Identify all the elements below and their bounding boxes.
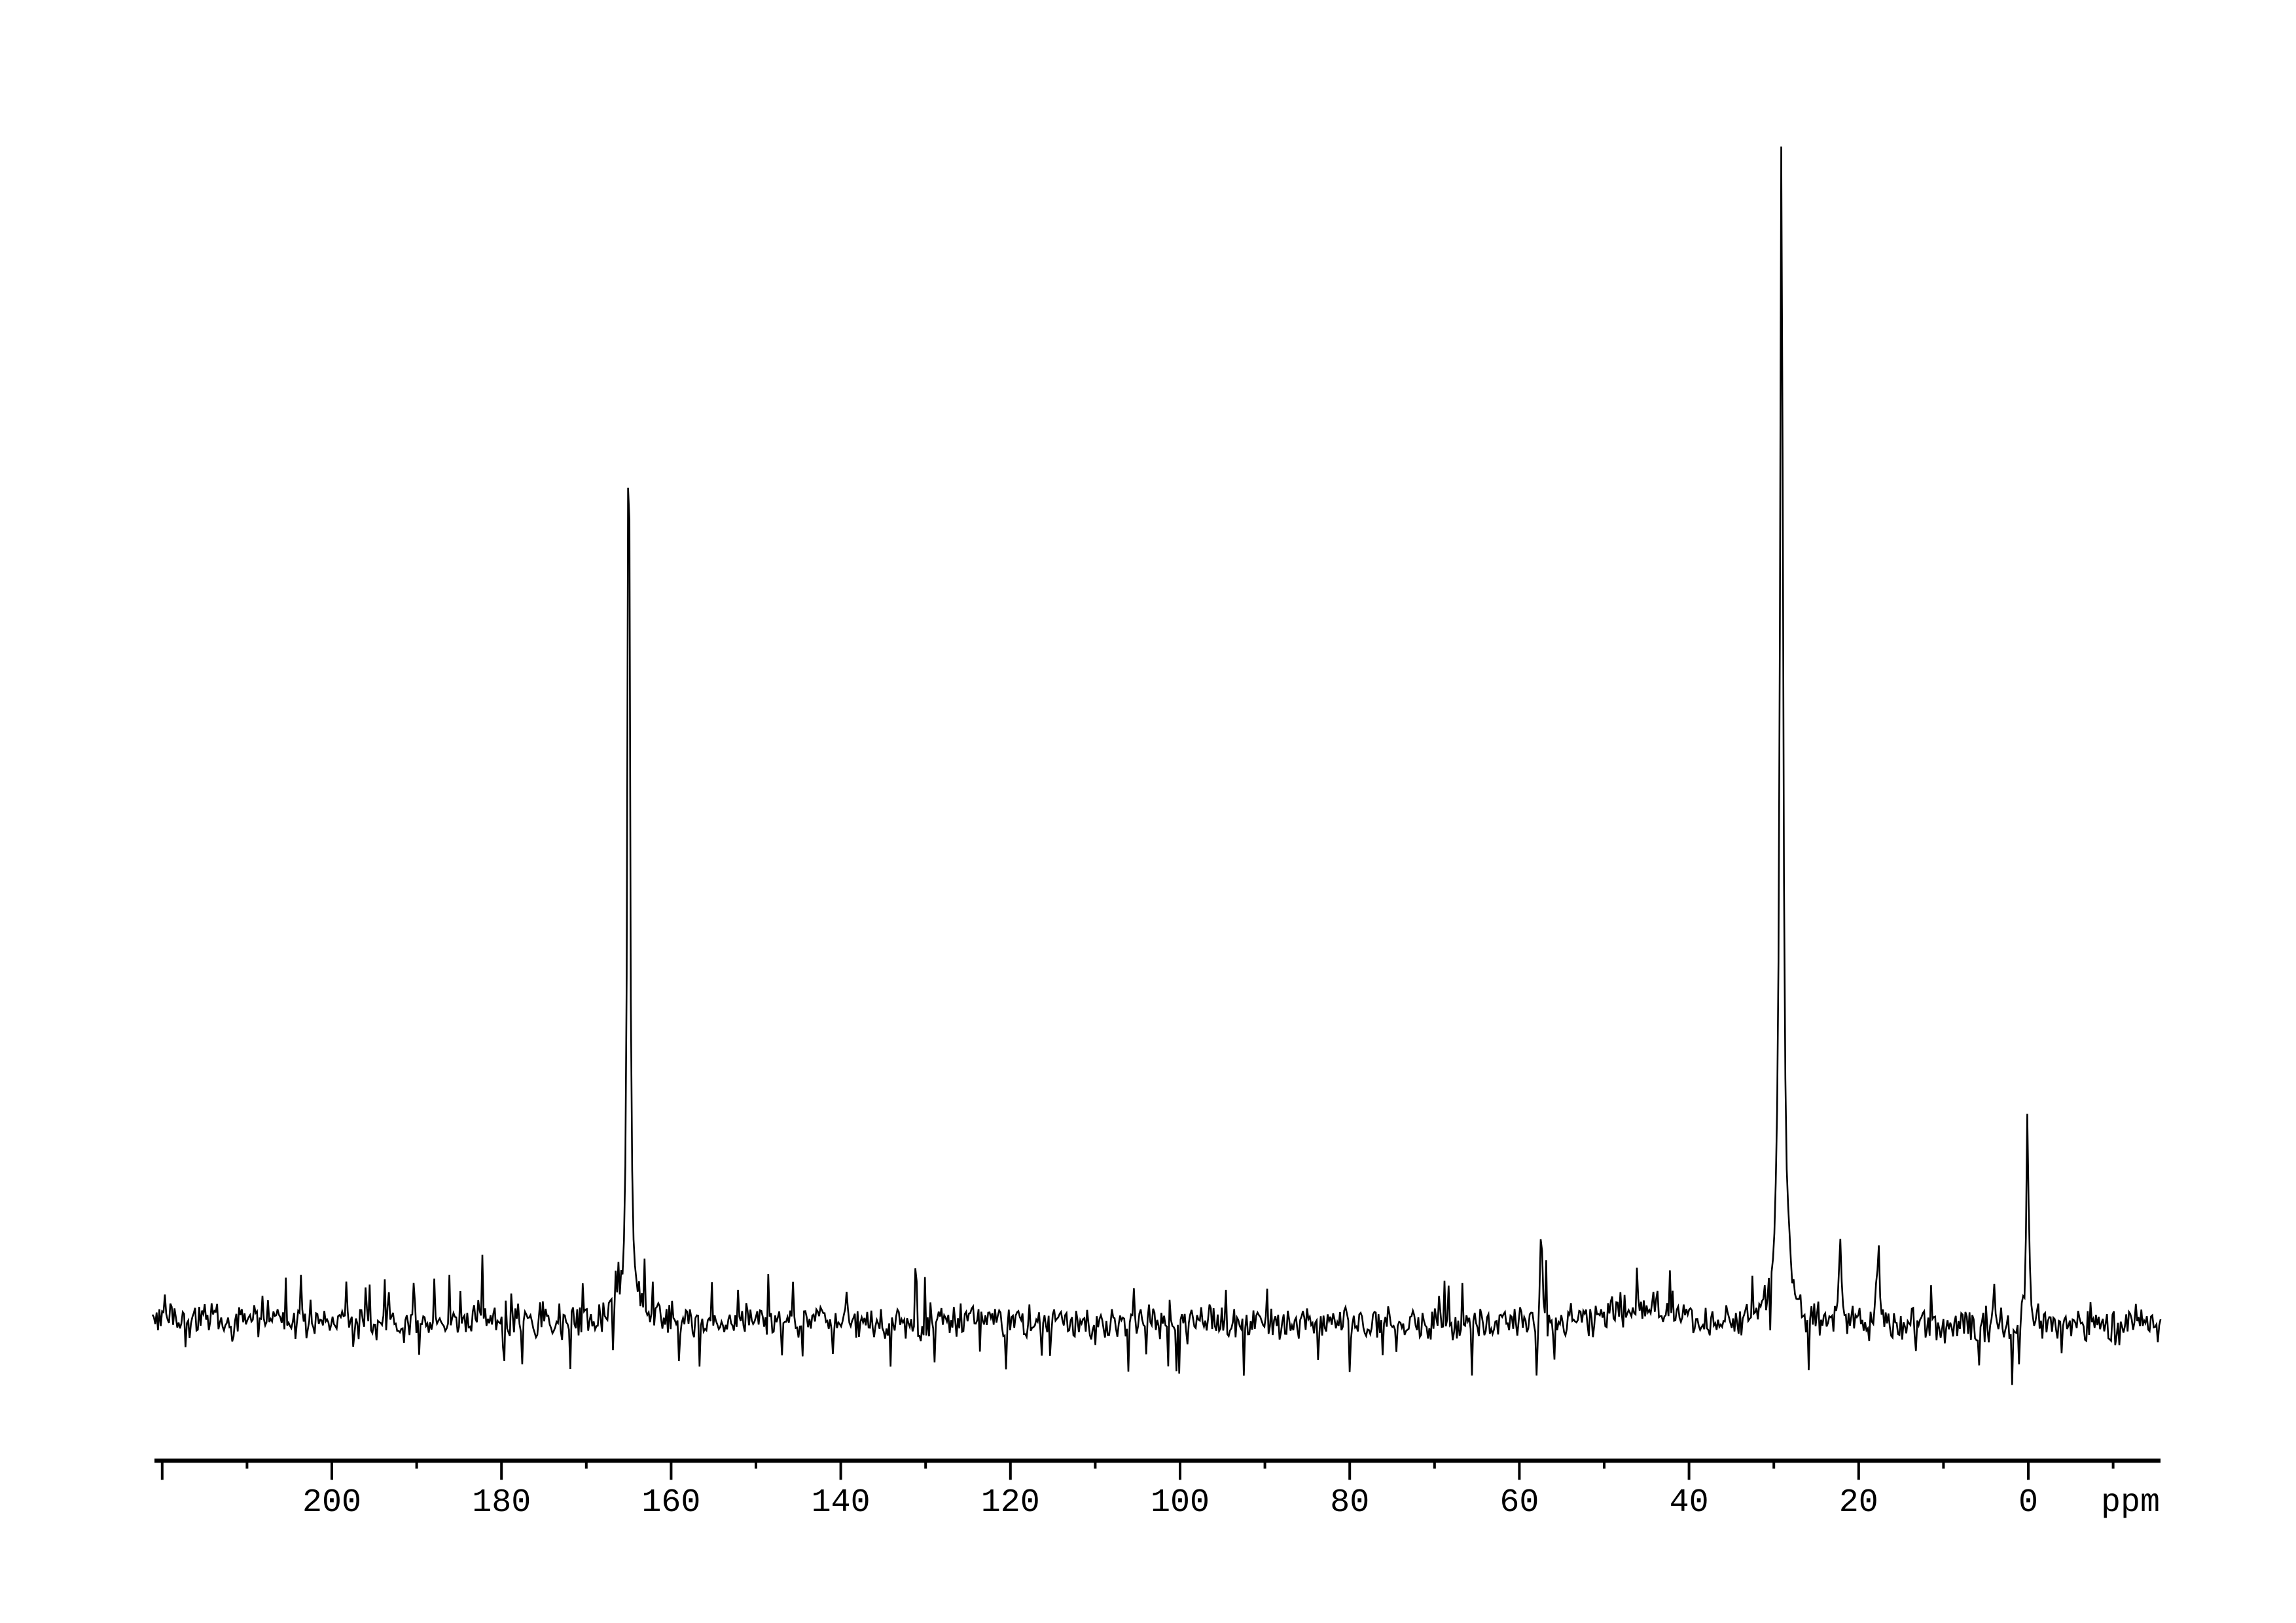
x-axis-tick-label: 80 xyxy=(1330,1484,1369,1522)
x-axis-tick-label: 40 xyxy=(1670,1484,1709,1522)
spectrum-trace xyxy=(151,146,2162,1385)
x-axis-tick-label: 0 xyxy=(2018,1484,2038,1522)
x-axis-unit-label: ppm xyxy=(2101,1484,2160,1522)
x-axis-tick-label: 180 xyxy=(472,1484,531,1522)
x-axis-tick-label: 160 xyxy=(641,1484,700,1522)
x-axis-tick-label: 60 xyxy=(1499,1484,1539,1522)
x-axis-tick-label: 140 xyxy=(812,1484,870,1522)
x-axis-tick-label: 200 xyxy=(302,1484,361,1522)
x-axis-tick-label: 100 xyxy=(1151,1484,1210,1522)
x-axis-tick-label: 120 xyxy=(981,1484,1040,1522)
x-axis-tick-label: 20 xyxy=(1839,1484,1878,1522)
